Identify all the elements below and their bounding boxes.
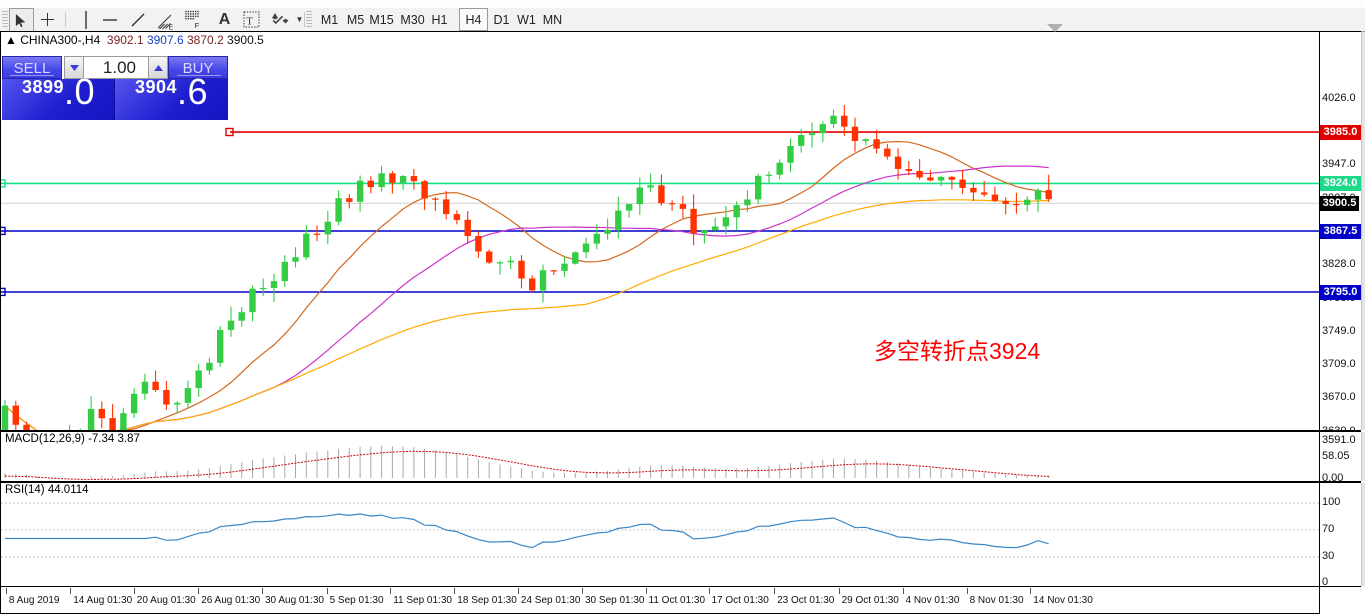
svg-text:T: T — [246, 16, 253, 28]
svg-text:多空转折点3924: 多空转折点3924 — [874, 338, 1040, 364]
svg-text:E: E — [168, 24, 173, 31]
svg-text:F: F — [194, 21, 199, 30]
